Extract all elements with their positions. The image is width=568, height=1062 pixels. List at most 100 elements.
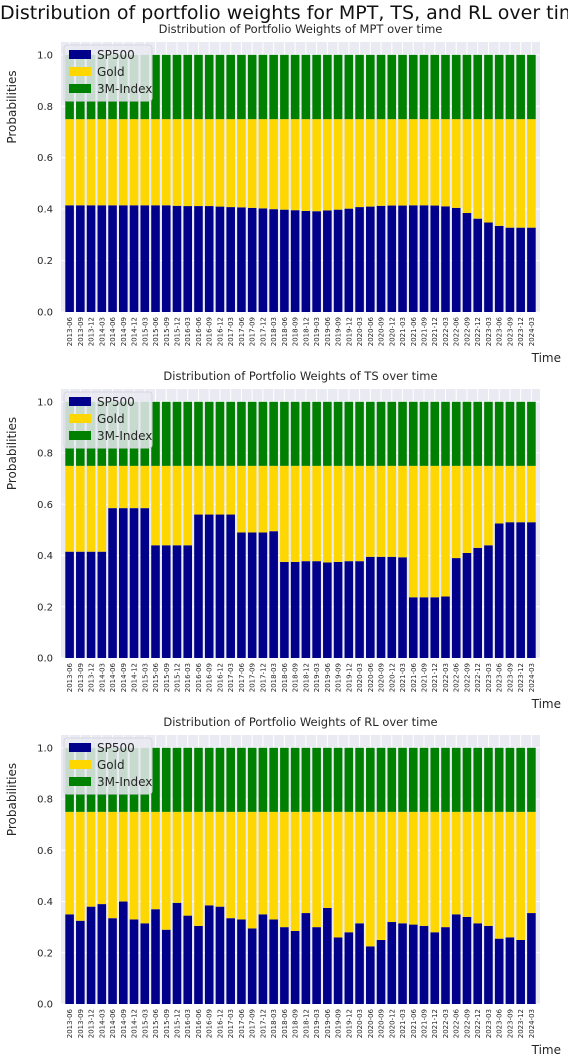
x-tick-label: 2013-06 <box>66 1008 74 1038</box>
bar-3m-index <box>344 747 354 812</box>
bar-3m-index <box>290 747 300 812</box>
x-tick-label: 2016-03 <box>184 1009 192 1038</box>
y-axis-label: Probabilities <box>5 70 19 143</box>
bar-3m-index <box>161 54 171 120</box>
legend-swatch <box>69 743 91 752</box>
bar-gold <box>516 811 525 940</box>
bar-3m-index <box>419 54 429 120</box>
bar-gold <box>258 811 268 915</box>
y-tick-label: 1.0 <box>37 397 53 408</box>
x-tick-label: 2014-09 <box>120 1009 128 1038</box>
bar-sp500 <box>462 552 472 658</box>
bar-gold <box>172 811 182 903</box>
x-tick-label: 2014-06 <box>109 1008 117 1038</box>
x-tick-label: 2019-06 <box>324 1008 332 1038</box>
bar-gold <box>516 465 525 523</box>
bar-3m-index <box>215 747 225 812</box>
bar-gold <box>366 465 375 557</box>
bar-gold <box>129 119 139 206</box>
bar-sp500 <box>237 207 246 312</box>
x-tick-label: 2022-03 <box>442 317 450 346</box>
bar-gold <box>527 811 536 914</box>
bar-gold <box>118 465 128 509</box>
x-tick-label: 2022-12 <box>474 1009 482 1038</box>
bar-sp500 <box>86 205 96 312</box>
x-tick-label: 2015-03 <box>141 317 149 346</box>
bar-3m-index <box>258 54 268 120</box>
bar-3m-index <box>462 54 472 120</box>
chart-title: Distribution of Portfolio Weights of RL … <box>163 715 437 729</box>
bar-sp500 <box>76 920 85 1004</box>
bar-3m-index <box>301 401 311 466</box>
bar-gold <box>441 811 450 928</box>
bar-3m-index <box>494 54 504 120</box>
bar-3m-index <box>183 747 193 812</box>
bar-3m-index <box>247 401 257 466</box>
bar-gold <box>226 811 235 919</box>
bar-sp500 <box>118 205 128 312</box>
bar-3m-index <box>226 747 235 812</box>
bar-gold <box>312 119 321 212</box>
x-tick-label: 2017-12 <box>259 1009 267 1038</box>
bar-gold <box>108 811 117 919</box>
x-tick-label: 2018-06 <box>281 316 289 346</box>
bar-sp500 <box>516 227 525 312</box>
x-tick-label: 2018-09 <box>292 1009 300 1038</box>
bar-sp500 <box>215 906 225 1004</box>
bar-gold <box>76 119 85 206</box>
bar-gold <box>280 119 289 210</box>
y-tick-label: 0.0 <box>37 1000 53 1011</box>
bar-3m-index <box>398 54 407 120</box>
y-tick-label: 0.8 <box>37 102 53 113</box>
x-tick-label: 2017-03 <box>227 317 235 346</box>
bar-sp500 <box>258 914 268 1004</box>
bar-sp500 <box>237 919 246 1004</box>
bar-sp500 <box>376 205 386 312</box>
bar-3m-index <box>387 401 397 466</box>
bar-gold <box>473 119 483 219</box>
bar-3m-index <box>419 747 429 812</box>
bar-gold <box>398 811 407 924</box>
bar-gold <box>505 811 515 938</box>
bar-sp500 <box>484 222 493 312</box>
bar-sp500 <box>183 206 193 312</box>
bar-gold <box>484 465 493 546</box>
x-tick-label: 2022-09 <box>463 1009 471 1038</box>
bar-gold <box>333 811 343 938</box>
bar-gold <box>366 811 375 947</box>
bar-3m-index <box>183 54 193 120</box>
chart-title: Distribution of Portfolio Weights of MPT… <box>159 22 443 36</box>
x-tick-label: 2015-06 <box>152 316 160 346</box>
bar-sp500 <box>151 909 160 1004</box>
bar-sp500 <box>65 914 74 1004</box>
bar-3m-index <box>280 401 289 466</box>
y-tick-label: 0.6 <box>37 500 53 511</box>
bar-sp500 <box>355 561 364 658</box>
bar-3m-index <box>172 401 182 466</box>
legend-label: SP500 <box>97 741 135 755</box>
y-tick-label: 0.2 <box>37 602 53 613</box>
bar-gold <box>118 119 128 206</box>
legend-label: SP500 <box>97 395 135 409</box>
bar-sp500 <box>226 514 235 658</box>
bar-3m-index <box>269 54 278 120</box>
bar-3m-index <box>387 54 397 120</box>
bar-3m-index <box>494 401 504 466</box>
bar-sp500 <box>494 523 504 658</box>
bar-sp500 <box>118 901 128 1004</box>
bar-gold <box>398 119 407 206</box>
bar-gold <box>355 465 364 562</box>
bar-sp500 <box>516 522 525 658</box>
bar-gold <box>333 465 343 562</box>
bar-sp500 <box>398 557 407 658</box>
bar-gold <box>86 119 96 206</box>
bar-gold <box>408 465 418 598</box>
x-tick-label: 2019-09 <box>335 317 343 346</box>
y-axis-label: Probabilities <box>5 417 19 490</box>
bar-gold <box>430 811 440 933</box>
bar-sp500 <box>473 218 483 312</box>
x-tick-label: 2018-06 <box>281 662 289 692</box>
bar-gold <box>108 119 117 206</box>
x-tick-label: 2015-12 <box>173 317 181 346</box>
y-tick-label: 0.4 <box>37 551 53 562</box>
